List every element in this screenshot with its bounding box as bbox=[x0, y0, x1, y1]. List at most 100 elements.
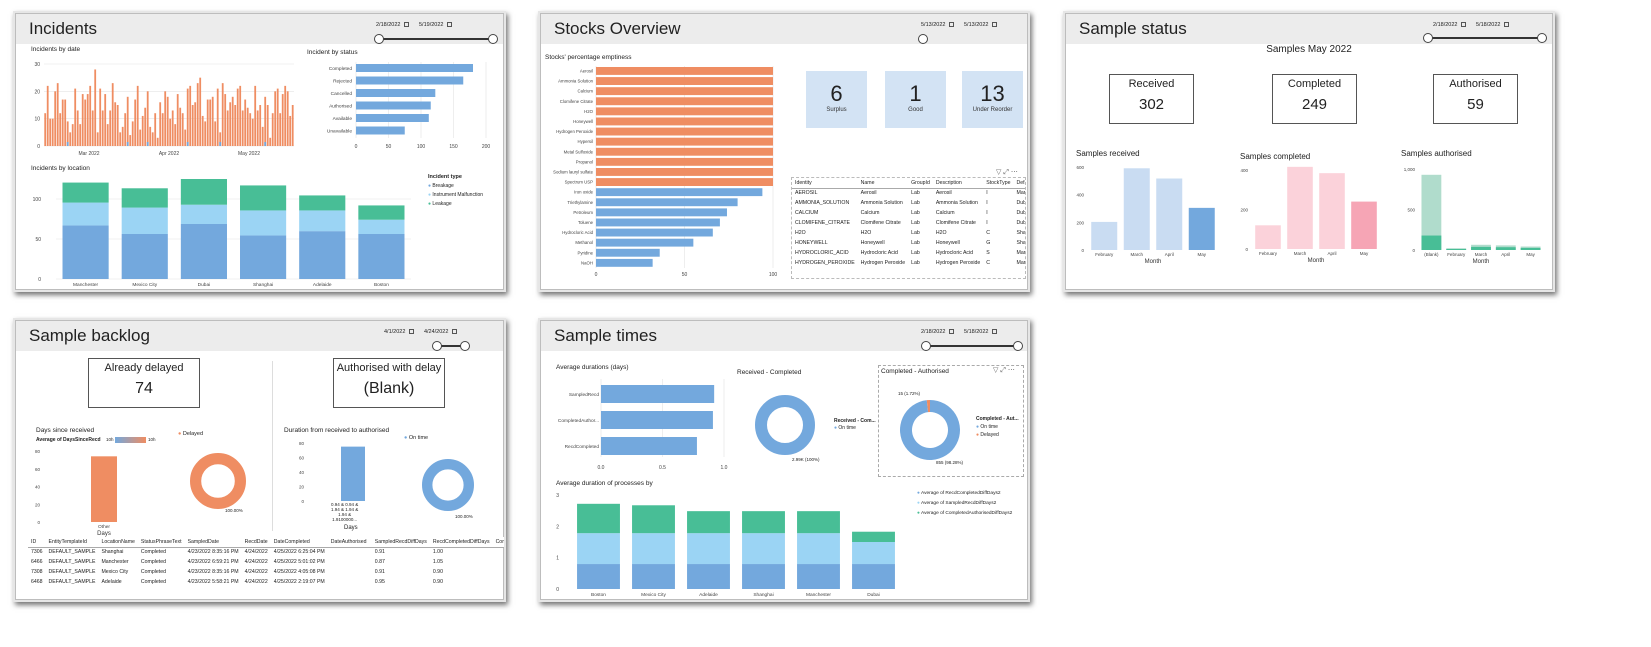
tick-label: 100 bbox=[33, 197, 42, 203]
column-header[interactable]: RecdCompletedDiffDays bbox=[429, 537, 493, 548]
category-label: Other bbox=[98, 524, 110, 530]
table-row[interactable]: 6468 DEFAULT_SAMPLE Adelaide Completed 4/23/… bbox=[28, 577, 504, 587]
axis-label: Month bbox=[1473, 259, 1490, 265]
date-slider[interactable] bbox=[1423, 33, 1547, 43]
category-label: Shanghai bbox=[253, 282, 273, 288]
column-header[interactable]: SampledDate bbox=[184, 537, 242, 548]
column-header[interactable]: Comple bbox=[492, 537, 504, 548]
table-row[interactable]: CLOMIFENE_CITRATE Clomifene Citrate Lab Clo… bbox=[792, 218, 1025, 228]
column-header[interactable]: ID bbox=[28, 537, 46, 548]
column-header[interactable]: DateCompleted bbox=[270, 537, 328, 548]
slider-handle-start[interactable] bbox=[432, 341, 442, 351]
date-from[interactable]: 4/1/2022 bbox=[384, 329, 406, 335]
tick-label: 20 bbox=[34, 89, 40, 95]
slider-handle-end[interactable] bbox=[460, 341, 470, 351]
date-from[interactable]: 2/18/2022 bbox=[921, 329, 946, 335]
date-to[interactable]: 4/24/2022 bbox=[423, 329, 449, 335]
bar bbox=[596, 87, 773, 96]
table-row[interactable]: 7306 DEFAULT_SAMPLE Shanghai Completed 4/23/… bbox=[28, 547, 504, 557]
table-row[interactable]: 7308 DEFAULT_SAMPLE Mexico City Completed 4/… bbox=[28, 567, 504, 577]
bar bbox=[249, 113, 252, 146]
table-row[interactable]: H2O H2O Lab H2O C Shang bbox=[792, 228, 1026, 238]
calendar-icon[interactable] bbox=[992, 22, 998, 28]
slider-handle-end[interactable] bbox=[1013, 341, 1023, 351]
filter-icon[interactable]: ▽ bbox=[993, 367, 999, 374]
table-cell: Completed bbox=[140, 569, 166, 575]
column-header[interactable]: RecdDate bbox=[241, 537, 271, 548]
legend-item[interactable]: ● Breakage bbox=[428, 183, 454, 189]
date-from[interactable]: 5/13/2022 bbox=[921, 22, 946, 28]
table-row[interactable]: HONEYWELL Honeywell Lab Honeywell G Shang bbox=[792, 238, 1025, 248]
date-to[interactable]: 5/18/2022 bbox=[964, 329, 989, 335]
calendar-icon[interactable] bbox=[452, 329, 458, 335]
date-slider[interactable] bbox=[432, 341, 470, 351]
calendar-icon[interactable] bbox=[949, 22, 955, 28]
table-cell: Shang bbox=[1016, 230, 1026, 236]
legend-item[interactable]: ● Instrument Malfunction bbox=[428, 192, 484, 198]
focus-icon[interactable]: ⤢ bbox=[1000, 367, 1006, 374]
slider-handle-end[interactable] bbox=[1537, 33, 1547, 43]
tick-label: 0 bbox=[37, 520, 40, 525]
date-from[interactable]: 2/18/2022 bbox=[376, 22, 401, 28]
date-slider[interactable] bbox=[921, 341, 1023, 351]
legend-item[interactable]: ● Average of RecdCompletedDiffDays2 bbox=[917, 491, 1001, 496]
calendar-icon[interactable] bbox=[1504, 22, 1510, 28]
date-slider[interactable] bbox=[374, 34, 498, 44]
column-header[interactable]: EntityTemplateId bbox=[45, 537, 99, 548]
bar bbox=[81, 94, 84, 146]
table-row[interactable]: 6466 DEFAULT_SAMPLE Manchester Completed 4/2… bbox=[28, 557, 504, 567]
column-header[interactable]: Description bbox=[932, 178, 984, 189]
column-header[interactable]: SampledRecdDiffDays bbox=[371, 537, 430, 548]
more-icon[interactable]: ⋯ bbox=[1010, 169, 1018, 176]
slider-handle-start[interactable] bbox=[921, 341, 931, 351]
slider-handle[interactable] bbox=[918, 34, 928, 44]
column-header[interactable]: StatusPhraseText bbox=[137, 537, 185, 548]
completed-authorised-donut bbox=[900, 400, 960, 460]
column-header[interactable]: Name bbox=[857, 178, 909, 189]
stock-card[interactable]: 1 Good bbox=[885, 71, 946, 128]
more-icon[interactable]: ⋯ bbox=[1007, 367, 1015, 374]
kpi-value: 59 bbox=[1467, 96, 1484, 113]
table-row[interactable]: AMMONIA_SOLUTION Ammonia Solution Lab Ammon… bbox=[792, 198, 1025, 208]
column-header[interactable]: GroupId bbox=[908, 178, 933, 189]
bar bbox=[226, 110, 229, 146]
legend-item[interactable]: ● On time bbox=[976, 424, 998, 430]
column-header[interactable]: DateAuthorised bbox=[327, 537, 372, 548]
bar bbox=[596, 168, 773, 176]
table-row[interactable]: AEROSIL Aerosil Lab Aerosil I Mancl bbox=[792, 188, 1025, 198]
date-to[interactable]: 5/18/2022 bbox=[1476, 22, 1501, 28]
chart-title: Completed - Authorised bbox=[881, 368, 949, 375]
slider-handle-start[interactable] bbox=[1423, 33, 1433, 43]
date-to[interactable]: 5/19/2022 bbox=[419, 22, 444, 28]
bar bbox=[216, 88, 219, 146]
column-header[interactable]: Defau bbox=[1013, 178, 1025, 189]
calendar-icon[interactable] bbox=[949, 329, 955, 335]
slider-handle-end[interactable] bbox=[488, 34, 498, 44]
column-header[interactable]: StockType bbox=[983, 178, 1014, 189]
legend-item[interactable]: ● Delayed bbox=[976, 432, 999, 438]
date-to[interactable]: 5/13/2022 bbox=[964, 22, 989, 28]
calendar-icon[interactable] bbox=[1461, 22, 1467, 28]
table-row[interactable]: CALCIUM Calcium Lab Calcium I Dubai bbox=[792, 208, 1025, 218]
table-row[interactable]: HYDROCLORIC_ACID Hydrocloric Acid Lab Hydro… bbox=[792, 248, 1025, 258]
focus-icon[interactable]: ⤢ bbox=[1003, 169, 1009, 176]
column-header[interactable]: Identity bbox=[792, 178, 858, 189]
slider-handle-start[interactable] bbox=[374, 34, 384, 44]
legend-item[interactable]: ● Average of CompletedAuthorisedDiffDays… bbox=[917, 511, 1013, 516]
stocks-header: Stocks Overview bbox=[541, 14, 1027, 44]
samples-authorised-chart: 1,000 500 0 (Blank) February March April May Mon… bbox=[1404, 167, 1541, 265]
calendar-icon[interactable] bbox=[409, 329, 415, 335]
stock-card[interactable]: 6 Surplus bbox=[806, 71, 867, 128]
filter-icon[interactable]: ▽ bbox=[996, 169, 1002, 176]
column-header[interactable]: LocationName bbox=[98, 537, 138, 548]
table-row[interactable]: HYDROGEN_PEROXIDE Hydrogen Peroxide Lab Hyd… bbox=[792, 258, 1025, 268]
date-from[interactable]: 2/18/2022 bbox=[1433, 22, 1458, 28]
bar bbox=[126, 96, 129, 146]
calendar-icon[interactable] bbox=[992, 329, 998, 335]
calendar-icon[interactable] bbox=[404, 22, 410, 28]
date-slider[interactable] bbox=[918, 34, 930, 44]
legend-item[interactable]: ● Average of SampledRecdDiffDays2 bbox=[917, 501, 997, 506]
calendar-icon[interactable] bbox=[447, 22, 453, 28]
stock-card[interactable]: 13 Under Reorder bbox=[962, 71, 1023, 128]
legend-item[interactable]: ● Leakage bbox=[428, 201, 452, 207]
